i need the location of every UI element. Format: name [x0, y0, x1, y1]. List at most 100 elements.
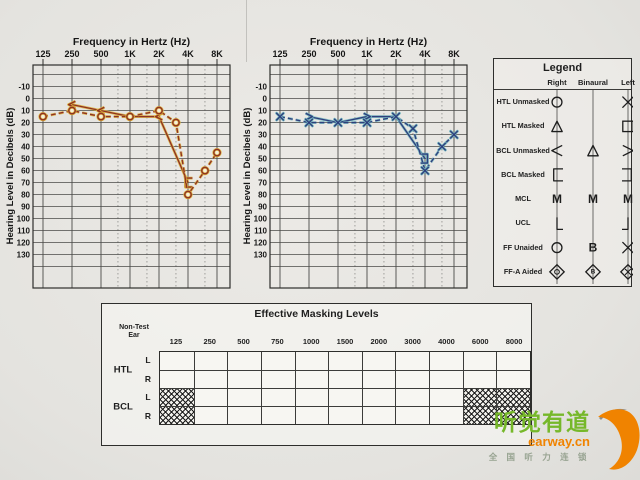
x-tick-label: 2K: [390, 49, 402, 59]
marker-circle: [38, 111, 48, 122]
legend-sym-lt: [551, 144, 563, 157]
legend-panel: Legend Right Binaural Left M M M B B HTL Unmasked…: [493, 58, 635, 287]
row-label-htl-r: R: [144, 373, 152, 384]
y-tick-label: 40: [258, 142, 267, 151]
y-tick-label: 0: [263, 94, 268, 103]
y-tick-label: 70: [258, 178, 267, 187]
y-tick-label: 40: [21, 142, 30, 151]
y-tick-label: 80: [258, 190, 267, 199]
x-tick-label: 4K: [419, 49, 431, 59]
y-tick-label: 90: [21, 202, 30, 211]
y-tick-label: 90: [258, 202, 267, 211]
masking-cell-HTL-L-1000: [294, 352, 329, 370]
marker-circle: [212, 147, 222, 158]
legend-sym-M: M: [623, 192, 633, 206]
legend-sym-corner-right: [556, 217, 563, 231]
marker-circle: [183, 189, 193, 200]
row-group-htl: HTL: [113, 364, 133, 375]
logo-swoosh-icon: [598, 408, 640, 470]
x-tick-label: 500: [93, 49, 108, 59]
masking-cell-BCL-L-750: [260, 388, 295, 406]
masking-cell-HTL-L-4000: [429, 352, 463, 370]
y-tick-label: 20: [258, 118, 267, 127]
masking-cell-BCL-R-8000: [496, 406, 530, 424]
masking-cell-BCL-R-3000: [395, 406, 430, 424]
legend-row-label: HTL Masked: [501, 121, 545, 131]
legend-row-label: HTL Unmasked: [496, 96, 550, 106]
masking-cell-HTL-R-1000: [294, 370, 329, 388]
masking-cell-HTL-R-8000: [496, 370, 530, 388]
legend-row-label: FF-A Aided: [503, 266, 543, 276]
chart-title: Frequency in Hertz (Hz): [73, 36, 190, 48]
masking-cell-HTL-L-2000: [361, 352, 396, 370]
marker-circle: [171, 117, 181, 128]
audiogram-left-ear-chart: Frequency in Hertz (Hz) Hearing Level in …: [242, 36, 468, 289]
legend-sym-triangle: [587, 144, 599, 157]
y-tick-label: 120: [254, 238, 268, 247]
y-tick-label: 110: [17, 226, 30, 235]
logo-text-block: 听觉有道 earway.cn 全 国 听 力 连 锁: [474, 410, 590, 463]
marker-x: [408, 123, 418, 134]
masking-cell-HTL-R-2000: [361, 370, 396, 388]
freq-header-6000: 6000: [471, 337, 489, 346]
masking-cell-BCL-L-8000: [496, 388, 530, 406]
y-tick-label: 110: [254, 226, 267, 235]
earway-logo: 听觉有道 earway.cn 全 国 听 力 连 锁: [474, 402, 640, 478]
series-bcl: [304, 111, 429, 165]
y-tick-label: -10: [255, 82, 267, 91]
x-tick-label: 250: [301, 49, 316, 59]
legend-sym-bracket-left: [553, 168, 563, 182]
svg-text:M: M: [588, 192, 598, 206]
x-tick-label: 1K: [124, 49, 136, 59]
x-tick-label: 1K: [361, 49, 373, 59]
x-tick-label: 2K: [153, 49, 165, 59]
masking-grid: [159, 351, 531, 425]
masking-cell-BCL-R-4000: [429, 406, 463, 424]
y-tick-label: 30: [21, 130, 30, 139]
masking-cell-HTL-R-125: [160, 370, 194, 388]
legend-sym-square: [622, 120, 633, 133]
masking-cell-BCL-L-2000: [361, 388, 396, 406]
freq-header-1000: 1000: [302, 337, 320, 346]
legend-sym-triangle: [551, 120, 563, 133]
masking-cell-HTL-L-250: [193, 352, 228, 370]
logo-chinese-name: 听觉有道: [494, 409, 590, 435]
legend-sym-corner-left: [622, 217, 629, 231]
legend-sym-diamond-x: [619, 263, 633, 280]
marker-circle: [200, 165, 210, 176]
y-tick-label: 60: [258, 166, 267, 175]
y-tick-label: 130: [254, 250, 268, 259]
legend-row-label: FF Unaided: [503, 242, 543, 252]
marker-circle: [154, 105, 164, 116]
masking-cell-HTL-L-1500: [328, 352, 362, 370]
row-label-htl-l: L: [145, 355, 151, 366]
chart-grid: [269, 59, 468, 289]
marker-bracket-left: [184, 176, 193, 189]
masking-cell-BCL-R-1500: [328, 406, 362, 424]
masking-title: Effective Masking Levels: [254, 308, 379, 320]
non-test-ear-label: Non-Test Ear: [119, 324, 149, 340]
masking-cell-BCL-L-1000: [294, 388, 329, 406]
series-htl: [38, 105, 222, 200]
marker-x: [437, 141, 447, 152]
svg-text:B: B: [591, 268, 596, 275]
y-tick-label: 60: [21, 166, 30, 175]
audiogram-right-ear-chart: Frequency in Hertz (Hz) Hearing Level in …: [5, 36, 231, 289]
y-tick-label: 0: [26, 94, 31, 103]
y-tick-label: 100: [254, 214, 268, 223]
legend-sym-diamond-B: B: [584, 263, 602, 280]
legend-sym-diamond-circle: [548, 263, 566, 280]
legend-sym-x: [622, 241, 633, 254]
freq-header-750: 750: [271, 337, 284, 346]
y-tick-label: 130: [17, 250, 31, 259]
y-tick-label: 10: [258, 106, 267, 115]
y-tick-label: 10: [21, 106, 30, 115]
legend-title: Legend: [542, 62, 583, 74]
legend-sym-x: [622, 96, 633, 108]
legend-row-label: MCL: [515, 193, 531, 203]
freq-header-250: 250: [203, 337, 216, 346]
masking-cell-BCL-R-1000: [294, 406, 329, 424]
x-tick-label: 500: [330, 49, 345, 59]
masking-cell-HTL-R-6000: [462, 370, 497, 388]
marker-circle: [67, 105, 77, 116]
